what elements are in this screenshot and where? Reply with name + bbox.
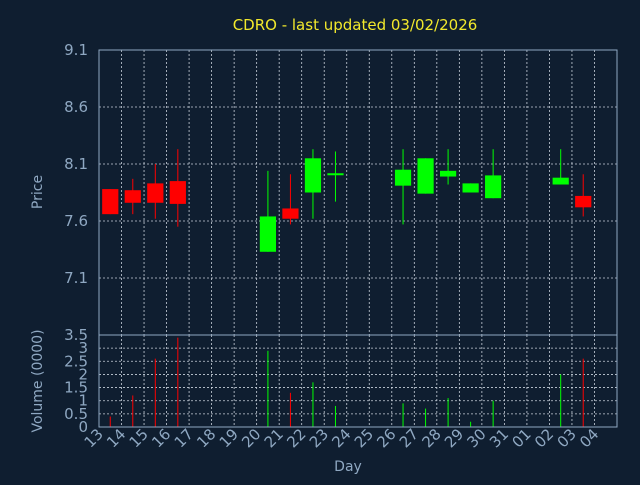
price-tick-label: 8.1	[64, 155, 88, 173]
candle-body	[169, 181, 186, 204]
chart-title: CDRO - last updated 03/02/2026	[233, 16, 478, 34]
candle-body	[259, 216, 277, 252]
candle-23	[327, 151, 344, 202]
candle-body	[147, 183, 164, 203]
candle-28	[439, 149, 457, 185]
candle-20	[259, 170, 277, 252]
candle-26	[394, 149, 412, 225]
price-axis-title: Price	[30, 175, 46, 209]
candle-body	[552, 177, 569, 185]
candle-15	[147, 164, 164, 219]
candle-29	[462, 183, 479, 193]
volume-panel: 00.511.522.533.5	[64, 326, 618, 436]
candle-body	[417, 158, 434, 194]
candle-body	[282, 208, 299, 219]
candle-21	[282, 174, 299, 225]
candle-body	[462, 183, 479, 193]
candle-body	[124, 190, 141, 203]
day-axis-title: Day	[334, 459, 362, 475]
volume-tick-label: 2.5	[64, 352, 88, 370]
candle-02	[552, 149, 569, 185]
candle-30	[485, 149, 502, 199]
volume-axis-title: Volume (0000)	[30, 329, 46, 432]
volume-tick-label: 3.5	[64, 326, 88, 344]
candle-03	[575, 174, 592, 217]
candle-body	[394, 169, 412, 186]
volume-plot-border	[98, 334, 618, 428]
candle-14	[124, 178, 141, 215]
candle-13	[102, 189, 119, 215]
candle-16	[169, 149, 186, 227]
volume-tick-label: 1	[78, 392, 88, 410]
price-tick-label: 8.6	[64, 98, 88, 116]
volume-tick-label: 1.5	[64, 379, 88, 397]
volume-tick-label: 2	[78, 365, 88, 383]
candle-body	[102, 189, 119, 215]
candle-body	[485, 175, 502, 199]
volume-tick-label: 0	[78, 418, 88, 436]
price-panel: 7.1 7.6 8.1 8.6 9.1	[64, 41, 618, 336]
candle-22	[304, 149, 322, 219]
candle-27	[417, 158, 434, 194]
volume-tick-label: 3	[78, 339, 88, 357]
candle-body	[439, 170, 457, 177]
day-tick-labels: 1314151617181920212223242526272829303101…	[81, 425, 603, 451]
candle-body	[304, 158, 322, 193]
day-tick-label: 04	[576, 425, 602, 451]
volume-tick-label: 0.5	[64, 405, 88, 423]
price-tick-label: 7.6	[64, 212, 88, 230]
price-tick-label: 7.1	[64, 269, 88, 287]
candle-body	[575, 195, 592, 208]
price-tick-label: 9.1	[64, 41, 88, 59]
